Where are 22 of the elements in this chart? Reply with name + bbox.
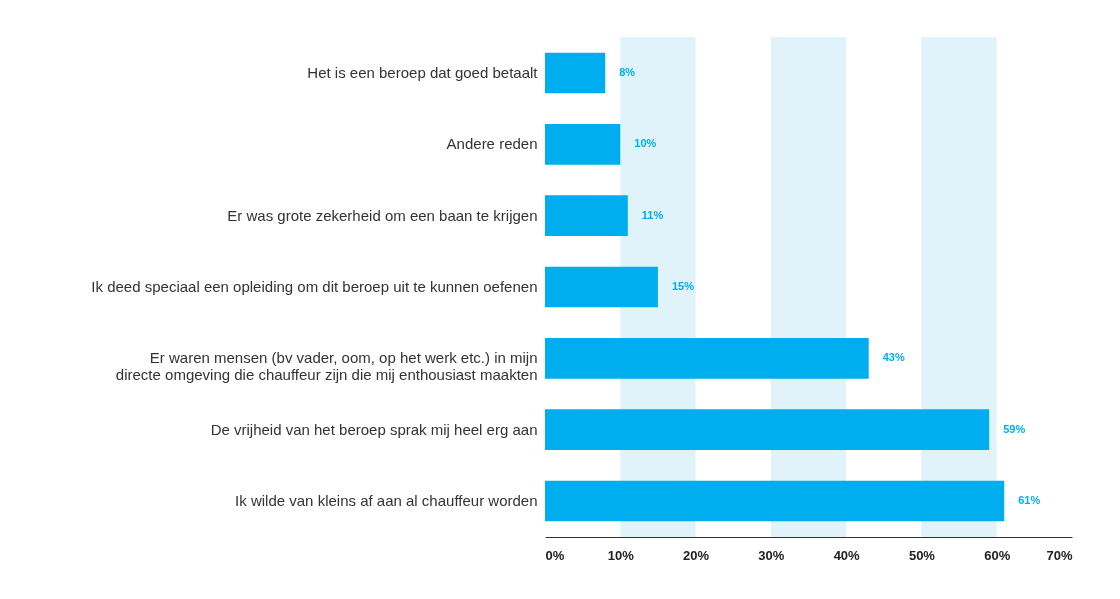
x-tick-label: 10%: [607, 547, 635, 563]
x-tick-label: 40%: [833, 547, 861, 563]
y-tick-label: De vrijheid van het beroep sprak mij heel erg aan: [210, 420, 538, 438]
y-tick-label: Ik deed speciaal een opleiding om dit beroep uit te kunnen oefenen: [91, 278, 538, 295]
data-label: 61%: [1018, 493, 1041, 506]
x-tick-label: 30%: [758, 547, 785, 563]
y-tick-label: Het is een beroep dat goed betaalt: [307, 64, 539, 82]
data-label: 59%: [1003, 422, 1026, 435]
x-tick-label: 0%: [545, 547, 565, 563]
x-tick-label: 70%: [1046, 547, 1073, 563]
y-tick-label: Er waren mensen (bv vader, oom, op het werk etc.) in mijn directe omgeving die chauffeur zijn die mij enthousiast maakten: [115, 349, 538, 384]
data-label: 11%: [641, 208, 664, 221]
data-label: 43%: [882, 351, 905, 364]
data-label: 15%: [671, 280, 695, 292]
x-tick-label: 20%: [683, 547, 710, 563]
data-label: 10%: [634, 137, 657, 150]
y-tick-label: Er was grote zekerheid om een baan te krijgen: [227, 206, 538, 224]
x-tick-label: 60%: [984, 547, 1011, 563]
y-tick-label: Ik wilde van kleins af aan al chauffeur worden: [235, 491, 538, 509]
data-label: 8%: [619, 66, 636, 79]
y-tick-label: Andere reden: [446, 135, 538, 153]
x-tick-label: 50%: [908, 547, 936, 563]
